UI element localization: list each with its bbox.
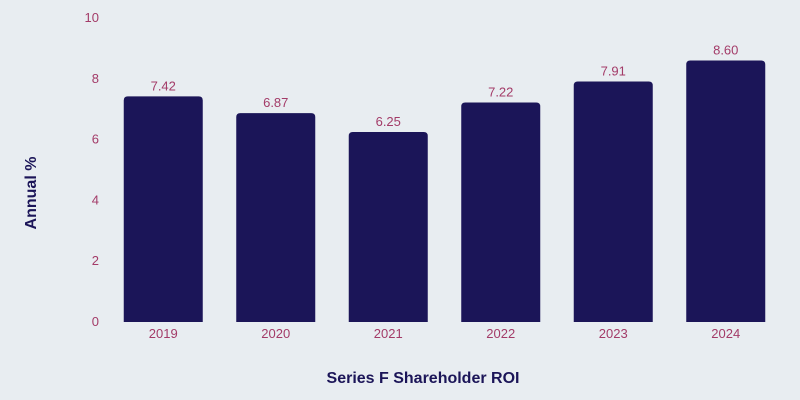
x-tick-label-2020: 2020	[261, 326, 290, 341]
data-label-2023: 7.91	[601, 64, 626, 79]
x-tick-label-2021: 2021	[374, 326, 403, 341]
x-axis-ticks: 2019 2020 2021 2022 2023 2024	[149, 326, 740, 341]
y-axis-ticks: 0 2 4 6 8 10	[85, 10, 99, 329]
bar-2020	[236, 113, 316, 322]
bar-2021	[348, 132, 428, 322]
data-label-2021: 6.25	[376, 114, 401, 129]
x-axis-title: Series F Shareholder ROI	[327, 370, 520, 387]
bar-2023	[573, 81, 653, 322]
y-tick-label: 10	[85, 10, 99, 25]
x-tick-label-2024: 2024	[711, 326, 740, 341]
bar-2022	[461, 102, 541, 323]
data-label-2020: 6.87	[263, 95, 288, 110]
data-label-2019: 7.42	[151, 78, 176, 93]
x-tick-label-2023: 2023	[599, 326, 628, 341]
data-label-2022: 7.22	[488, 85, 513, 100]
bars	[123, 60, 766, 323]
y-axis-title: Annual %	[23, 157, 40, 230]
y-tick-label: 4	[92, 192, 99, 207]
x-tick-label-2019: 2019	[149, 326, 178, 341]
y-tick-label: 8	[92, 71, 99, 86]
y-tick-label: 2	[92, 253, 99, 268]
data-labels: 7.42 6.87 6.25 7.22 7.91 8.60	[151, 43, 739, 129]
y-tick-label: 0	[92, 314, 99, 329]
y-tick-label: 6	[92, 132, 99, 147]
bar-2024	[686, 60, 766, 323]
bar-2019	[123, 96, 203, 322]
x-tick-label-2022: 2022	[486, 326, 515, 341]
data-label-2024: 8.60	[713, 43, 738, 58]
